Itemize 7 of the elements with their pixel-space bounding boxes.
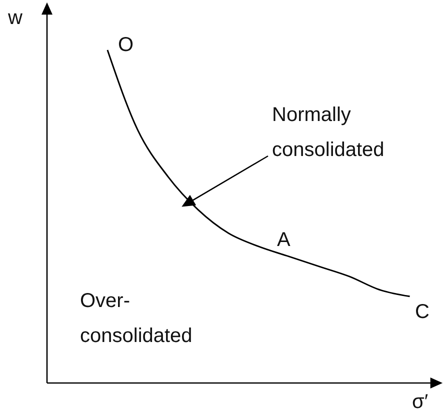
annotation: A	[277, 229, 291, 251]
annotation: O	[118, 34, 134, 56]
annotation: Over-consolidated	[80, 290, 192, 347]
y-axis-title: w	[7, 7, 23, 29]
x-axis-title: σ′	[412, 391, 428, 413]
annotation: Normally consolidated	[272, 104, 384, 161]
annotation: C	[415, 301, 430, 323]
